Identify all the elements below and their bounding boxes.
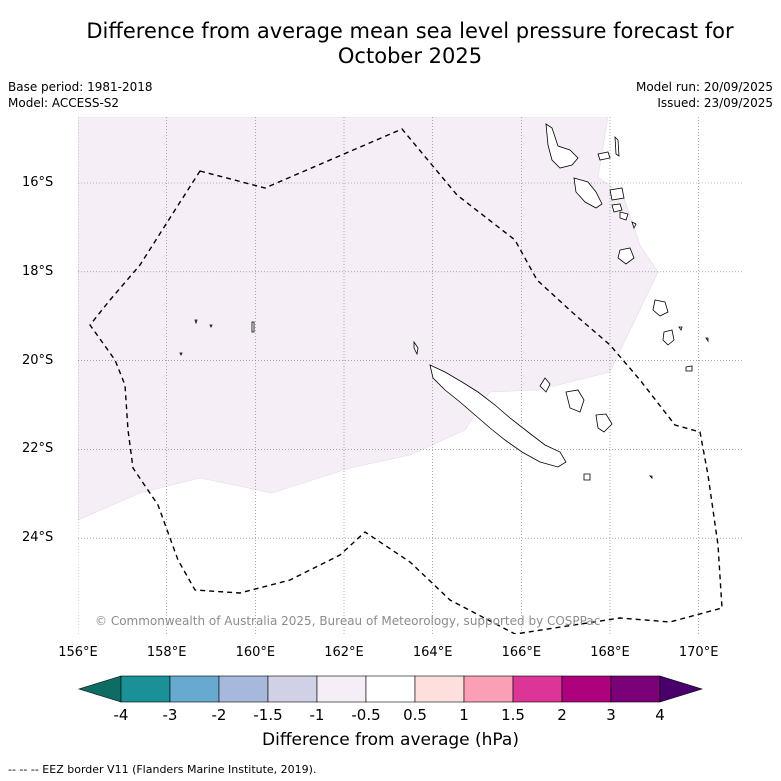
lat-tick-label: 20°S (22, 352, 54, 368)
lon-tick-label: 168°E (590, 645, 630, 660)
colorbar-swatch (218, 675, 269, 703)
colorbar-under-extension (77, 675, 122, 703)
colorbar-title: Difference from average (hPa) (262, 730, 519, 750)
colorbar-tick-label: 3 (606, 706, 616, 724)
meta-right: Model run: 20/09/2025 Issued: 23/09/2025 (636, 79, 773, 111)
island-small-4 (209, 324, 213, 328)
island-mare (595, 413, 613, 433)
lon-tick-label: 156°E (58, 645, 98, 660)
island-tanna (662, 329, 675, 346)
colorbar-swatch (120, 675, 171, 703)
island-ambae (597, 151, 611, 161)
colorbar (77, 675, 704, 703)
model-run: Model run: 20/09/2025 (635, 80, 773, 94)
colorbar-tick-label: -3 (162, 706, 178, 724)
colorbar-swatch (610, 675, 661, 703)
colorbar-tick-label: -2 (211, 706, 227, 724)
lon-tick-label: 158°E (146, 645, 187, 660)
island-ouvea (539, 377, 551, 393)
island-ambrym (611, 203, 623, 213)
colorbar-tick-label: 0.5 (403, 706, 427, 724)
lat-tick-label: 24°S (22, 530, 54, 546)
issued-date: Issued: 23/09/2025 (657, 96, 773, 110)
lon-tick-label: 170°E (678, 645, 719, 660)
island-epi (619, 211, 629, 221)
island-espiritu-santo (545, 123, 579, 169)
lat-tick-label: 18°S (22, 263, 54, 279)
colorbar-swatch (463, 675, 514, 703)
lon-tick-label: 164°E (412, 645, 453, 660)
island-maewo (614, 135, 620, 157)
colorbar-tick-label: -1.5 (253, 706, 283, 724)
colorbar-tick-label: -4 (113, 706, 129, 724)
colorbar-tick-label: 1.5 (501, 706, 525, 724)
island-chesterfield (251, 321, 255, 333)
island-small-5 (179, 352, 183, 356)
colorbar-tick-label: 4 (655, 706, 665, 724)
colorbar-tick-label: -1 (309, 706, 325, 724)
coastlines (545, 123, 709, 372)
lat-tick-label: 22°S (22, 441, 54, 457)
colorbar-swatch (267, 675, 318, 703)
colorbar-over-extension (659, 675, 704, 703)
colorbar-tick-label: 1 (459, 706, 469, 724)
island-malekula (573, 177, 603, 209)
colorbar-swatch (169, 675, 220, 703)
colorbar-swatch (414, 675, 465, 703)
island-aneityum (685, 365, 693, 372)
meta-left: Base period: 1981-2018 Model: ACCESS-S2 (8, 79, 153, 111)
eez-footnote: -- -- -- EEZ border V11 (Flanders Marine… (8, 763, 317, 776)
lat-tick-label: 16°S (22, 175, 54, 190)
chart-title: Difference from average mean sea level p… (40, 19, 780, 69)
island-belep (413, 340, 419, 356)
colorbar-tick-label: -0.5 (351, 706, 381, 724)
island-small-3 (705, 337, 709, 343)
island-small-1 (631, 221, 637, 230)
island-grande-terre (429, 364, 567, 468)
copyright-notice: © Commonwealth of Australia 2025, Bureau… (95, 614, 601, 628)
colorbar-swatch (561, 675, 612, 703)
island-small-2 (678, 326, 683, 331)
island-bellona (194, 319, 198, 325)
lon-tick-label: 166°E (501, 645, 542, 660)
lon-tick-label: 162°E (324, 645, 364, 660)
colorbar-swatch (316, 675, 367, 703)
anomaly-region (78, 117, 659, 521)
model-name: Model: ACCESS-S2 (8, 96, 120, 110)
base-period: Base period: 1981-2018 (8, 80, 153, 94)
lon-tick-label: 160°E (235, 645, 276, 660)
colorbar-tick-label: 2 (557, 706, 567, 724)
island-isle-of-pines (583, 473, 591, 481)
island-walpole (649, 475, 653, 479)
eez-border (89, 128, 723, 634)
island-erromango (652, 299, 669, 317)
title-line-2: October 2025 (337, 44, 483, 68)
colorbar-swatch (365, 675, 416, 703)
island-lifou (565, 389, 585, 413)
island-pentecost (609, 187, 625, 201)
title-line-1: Difference from average mean sea level p… (86, 19, 734, 43)
colorbar-swatch (512, 675, 563, 703)
island-efate (617, 247, 635, 265)
